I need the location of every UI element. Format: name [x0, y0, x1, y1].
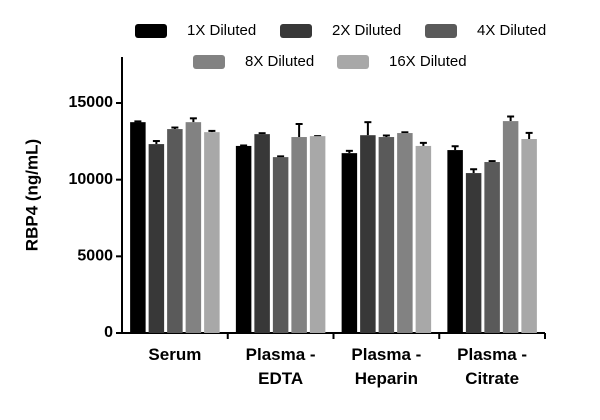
bar: [484, 162, 500, 333]
y-tick-label: 0: [104, 324, 113, 341]
y-axis-title: RBP4 (ng/mL): [22, 139, 41, 251]
bar: [447, 150, 463, 333]
x-tick-label: Plasma -Citrate: [457, 345, 527, 388]
bar: [148, 144, 165, 333]
bar: [272, 157, 289, 333]
bar: [254, 134, 270, 333]
legend-label: 4X Diluted: [477, 22, 546, 39]
legend-label: 1X Diluted: [187, 22, 256, 39]
bar: [341, 153, 358, 333]
y-tick-label: 15000: [69, 94, 114, 111]
bar: [291, 137, 307, 333]
legend-swatch: [425, 24, 457, 38]
x-tick-label: Plasma -EDTA: [246, 345, 316, 388]
bar: [360, 135, 376, 333]
bar: [397, 133, 413, 333]
bar: [378, 137, 395, 333]
bar: [204, 132, 220, 333]
bar: [502, 121, 519, 334]
y-tick-label: 5000: [77, 248, 113, 265]
legend-swatch: [135, 24, 167, 38]
bar: [235, 145, 252, 333]
y-tick-label: 10000: [69, 171, 114, 188]
x-tick-label: Plasma -Heparin: [351, 345, 421, 388]
bar: [309, 136, 326, 333]
legend-swatch: [193, 55, 225, 69]
legend-swatch: [280, 24, 312, 38]
bar: [521, 139, 537, 333]
bar: [415, 145, 432, 333]
legend-swatch: [337, 55, 369, 69]
x-tick-label: Serum: [148, 345, 201, 364]
bar: [185, 122, 202, 334]
bar: [167, 129, 183, 333]
bar: [465, 173, 482, 333]
legend-label: 8X Diluted: [245, 53, 314, 70]
bar: [130, 122, 146, 334]
legend-label: 2X Diluted: [332, 22, 401, 39]
legend-label: 16X Diluted: [389, 53, 467, 70]
